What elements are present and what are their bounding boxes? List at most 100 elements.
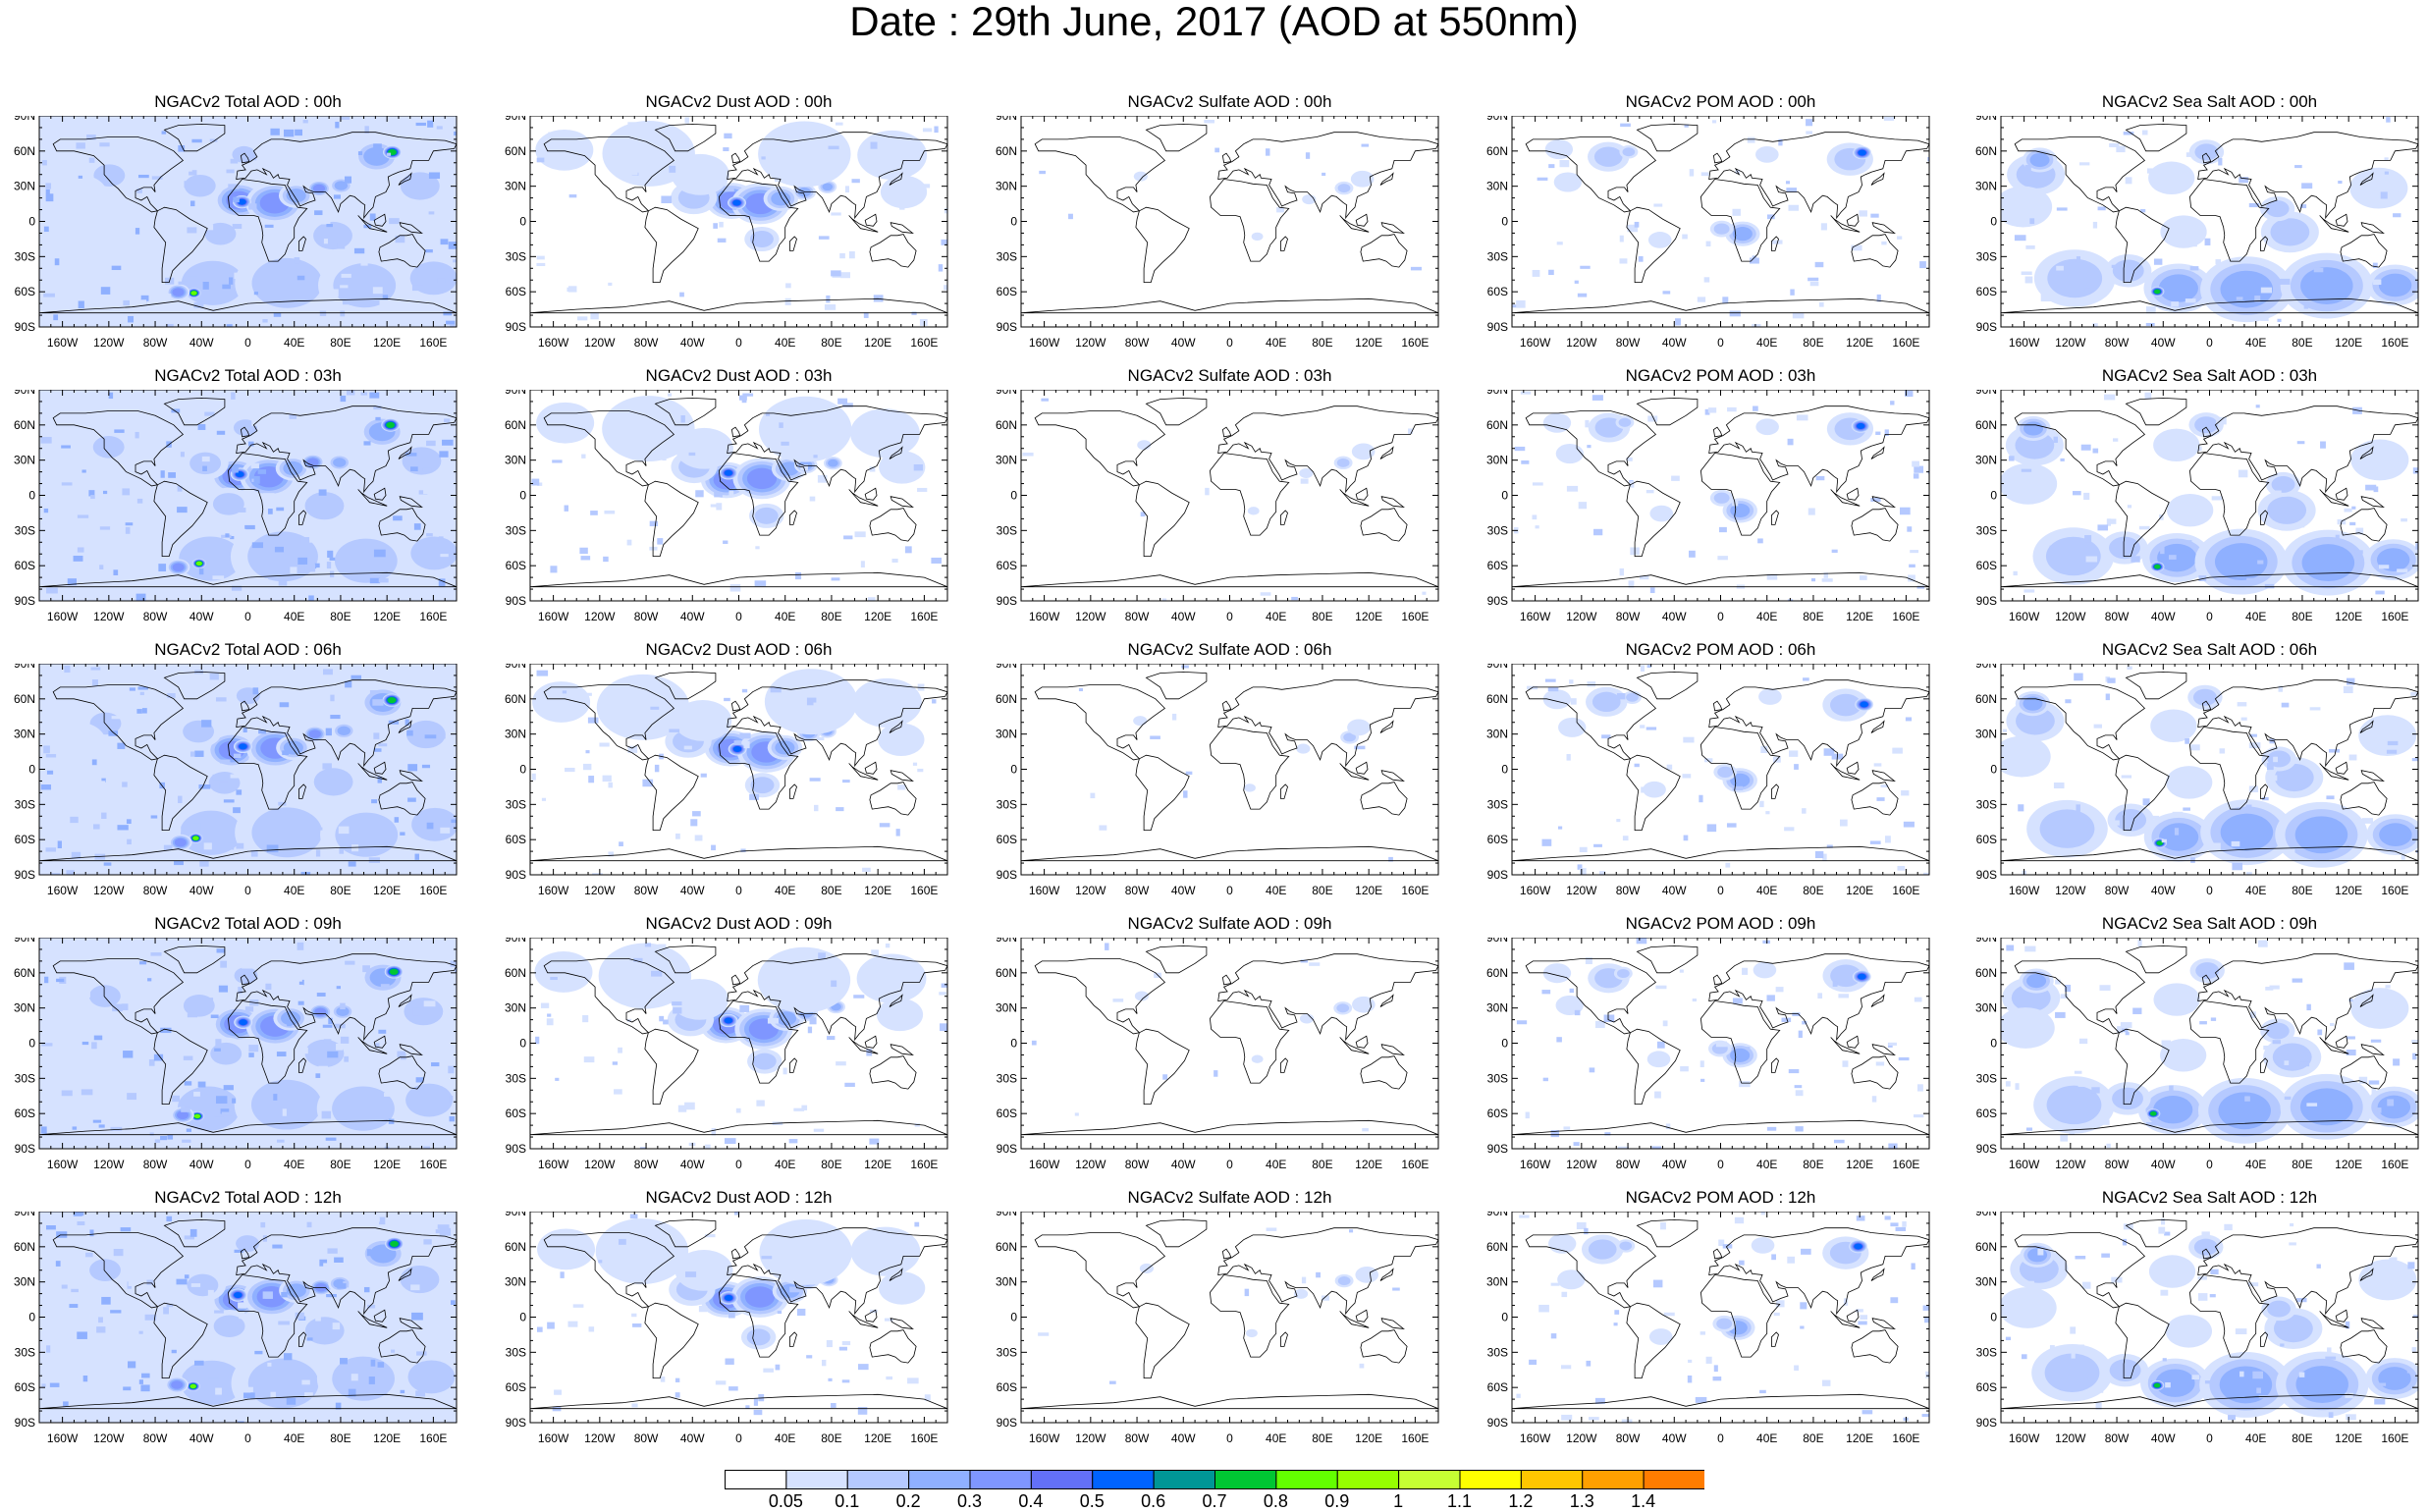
lon-tick-label: 160E: [419, 1158, 447, 1171]
lat-tick-label: 30S: [1976, 797, 1997, 811]
lat-tick-label: 0: [28, 1037, 35, 1051]
lon-tick-label: 80E: [330, 1158, 351, 1171]
aod-field: [1516, 938, 1924, 1149]
lat-tick-label: 90N: [505, 938, 526, 945]
lon-tick-label: 0: [735, 336, 742, 350]
lat-tick-label: 60N: [1486, 692, 1508, 706]
panel-title: NGACv2 Sea Salt AOD : 06h: [2101, 640, 2318, 659]
colorbar-box: [1153, 1470, 1215, 1489]
lon-tick-label: 160W: [1029, 1431, 1060, 1445]
lon-tick-label: 120W: [1566, 884, 1597, 897]
map-plot: 160W 120W 80W 40W 0 40E 80E 120E 160E 90N 60N 30N 0 3…: [1975, 938, 2419, 1171]
aod-field: [2001, 1217, 2418, 1421]
lon-tick-label: 120W: [93, 1431, 125, 1445]
lon-tick-label: 120E: [864, 610, 891, 623]
lon-tick-label: 40E: [775, 610, 795, 623]
lon-tick-label: 40W: [189, 884, 214, 897]
lon-tick-label: 40W: [680, 884, 705, 897]
lat-tick-label: 0: [1501, 215, 1508, 229]
lat-tick-label: 60S: [1487, 285, 1508, 298]
map-panel-sulfate-row-1: NGACv2 Sulfate AOD : 03h 160W 120W 80W 40W 0 4…: [982, 366, 1448, 626]
lon-tick-label: 0: [1226, 336, 1233, 350]
lat-tick-label: 0: [519, 489, 526, 503]
lon-tick-label: 40W: [2151, 610, 2176, 623]
lat-tick-label: 30S: [1976, 1071, 1997, 1085]
colorbar-box: [1336, 1470, 1400, 1489]
lon-tick-label: 0: [1226, 610, 1233, 623]
aod-field: [1039, 120, 1423, 271]
map-panel-total-row-4: NGACv2 Total AOD : 12h 160W 120W 80W 40W 0 40E…: [0, 1188, 466, 1448]
lat-tick-label: 60S: [15, 559, 35, 572]
map-panel-total-row-2: NGACv2 Total AOD : 06h 160W 120W 80W 40W 0 40E…: [0, 640, 466, 900]
lon-tick-label: 120E: [1846, 1431, 1873, 1445]
lon-tick-label: 120W: [584, 610, 616, 623]
lat-tick-label: 60N: [1975, 1240, 1997, 1254]
lat-tick-label: 60N: [14, 692, 35, 706]
lon-tick-label: 80E: [821, 336, 841, 350]
lon-tick-label: 160W: [538, 1158, 569, 1171]
colorbar-box: [785, 1470, 848, 1489]
panel-title: NGACv2 Dust AOD : 06h: [645, 640, 833, 659]
lon-tick-label: 160W: [1520, 610, 1551, 623]
coastlines: [530, 397, 947, 588]
lat-tick-label: 0: [1010, 215, 1017, 229]
lon-tick-label: 40E: [284, 884, 304, 897]
lat-tick-label: 30N: [996, 454, 1017, 467]
lat-tick-label: 90N: [1486, 938, 1508, 945]
colorbar-label: 0.05: [768, 1491, 803, 1511]
lon-tick-label: 40E: [284, 610, 304, 623]
lon-tick-label: 120E: [2335, 1158, 2362, 1171]
lat-tick-label: 90N: [1975, 116, 1997, 123]
lat-tick-label: 30S: [997, 249, 1017, 263]
lon-tick-label: 120E: [373, 1431, 401, 1445]
panel-title: NGACv2 Sea Salt AOD : 09h: [2101, 914, 2318, 933]
lat-tick-label: 60N: [14, 1240, 35, 1254]
lat-tick-label: 90S: [997, 868, 1017, 882]
lon-tick-label: 160E: [2381, 1431, 2408, 1445]
lon-tick-label: 40E: [2245, 1158, 2266, 1171]
lon-tick-label: 40E: [775, 1431, 795, 1445]
map-panel-dust-row-3: NGACv2 Dust AOD : 09h 160W 120W 80W 40W 0 40E 8…: [491, 914, 957, 1174]
lat-tick-label: 30S: [997, 797, 1017, 811]
lat-tick-label: 90N: [14, 1212, 35, 1218]
lon-tick-label: 160E: [1892, 1158, 1919, 1171]
lon-tick-label: 120W: [93, 1158, 125, 1171]
lat-tick-label: 60S: [997, 285, 1017, 298]
lon-tick-label: 80W: [143, 1431, 168, 1445]
lat-tick-label: 0: [519, 215, 526, 229]
lat-tick-label: 60S: [15, 1107, 35, 1120]
lat-tick-label: 90N: [505, 664, 526, 671]
lon-tick-label: 160W: [47, 1158, 79, 1171]
lon-tick-label: 80W: [2105, 610, 2130, 623]
map-panel-pom-row-1: NGACv2 POM AOD : 03h 160W 120W 80W 40W 0 40E 80…: [1473, 366, 1939, 626]
lon-tick-label: 40W: [2151, 884, 2176, 897]
lon-tick-label: 0: [1717, 1431, 1724, 1445]
map-plot: 160W 120W 80W 40W 0 40E 80E 120E 160E 90N 60N 30N 0 3…: [1486, 1212, 1930, 1445]
coastlines: [1512, 397, 1929, 588]
lat-tick-label: 90S: [1487, 1416, 1508, 1430]
lat-tick-label: 0: [1990, 1037, 1997, 1051]
lon-tick-label: 40W: [1171, 884, 1196, 897]
lat-tick-label: 60S: [1976, 1380, 1997, 1394]
lat-tick-label: 90S: [1487, 1142, 1508, 1156]
lon-tick-label: 40W: [189, 1158, 214, 1171]
lat-tick-label: 90S: [506, 1142, 526, 1156]
coastlines: [39, 397, 457, 588]
lat-tick-label: 90S: [997, 594, 1017, 608]
lat-tick-label: 60S: [997, 559, 1017, 572]
lon-tick-label: 0: [2206, 336, 2213, 350]
lon-tick-label: 160W: [1520, 1431, 1551, 1445]
lon-tick-label: 120E: [864, 1158, 891, 1171]
lon-tick-label: 160E: [1892, 1431, 1919, 1445]
lat-tick-label: 30N: [14, 454, 35, 467]
lon-tick-label: 80E: [821, 1158, 841, 1171]
colorbar-label: 0.5: [1079, 1491, 1105, 1511]
lon-tick-label: 120W: [1075, 884, 1106, 897]
lat-tick-label: 0: [1010, 489, 1017, 503]
colorbar-box: [1520, 1470, 1584, 1489]
lat-tick-label: 30S: [1487, 249, 1508, 263]
lat-tick-label: 30N: [505, 1275, 526, 1289]
lat-tick-label: 90S: [506, 1416, 526, 1430]
lat-tick-label: 0: [1501, 763, 1508, 777]
map-panel-dust-row-2: NGACv2 Dust AOD : 06h 160W 120W 80W 40W 0 40E 8…: [491, 640, 957, 900]
